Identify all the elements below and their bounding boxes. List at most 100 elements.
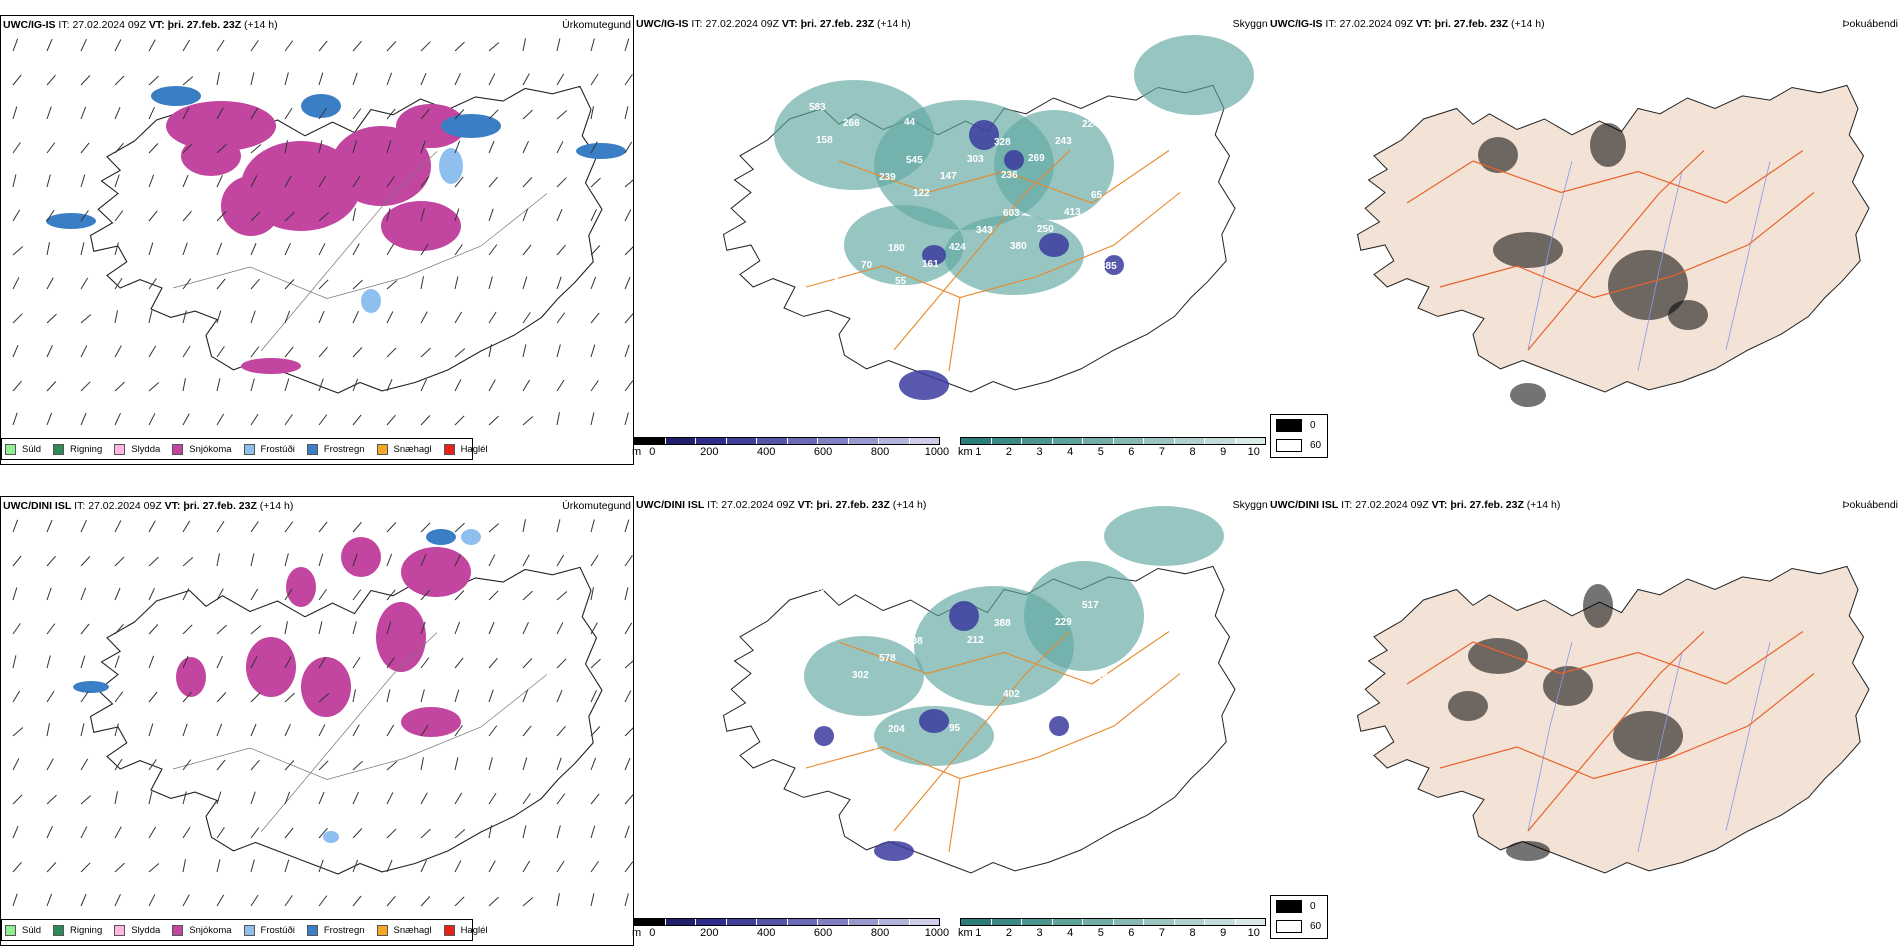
ceiling-value-label: 180 bbox=[888, 243, 905, 254]
wind-barb bbox=[114, 826, 122, 839]
wind-barb bbox=[590, 380, 599, 392]
fog-indicator-area-patch bbox=[1510, 383, 1546, 407]
freezing-rain-area-patch bbox=[46, 213, 96, 229]
wind-barb bbox=[250, 211, 261, 222]
wind-barb bbox=[216, 413, 225, 426]
low-visibility-area bbox=[804, 506, 1224, 766]
wind-barb bbox=[318, 656, 327, 669]
low-ceiling-area-patch bbox=[899, 370, 949, 400]
wind-barb bbox=[182, 826, 191, 839]
wind-barb bbox=[556, 591, 568, 601]
road-line bbox=[948, 297, 961, 372]
land-area bbox=[1356, 565, 1870, 874]
wind-barb bbox=[352, 347, 363, 358]
wind-barb bbox=[556, 110, 568, 120]
wind-barb bbox=[386, 689, 391, 703]
wind-barb bbox=[352, 521, 362, 533]
wind-barb bbox=[352, 760, 363, 771]
colorbar-tick: 1000 bbox=[924, 446, 950, 458]
legend-swatch bbox=[53, 443, 65, 455]
wind-barb bbox=[386, 208, 391, 222]
wind-barb bbox=[12, 587, 18, 601]
wind-barb bbox=[352, 828, 363, 839]
wind-barb bbox=[250, 692, 261, 703]
wind-barb bbox=[318, 760, 329, 771]
wind-barb bbox=[182, 76, 194, 86]
wind-barb bbox=[624, 209, 632, 222]
legend-swatch bbox=[114, 443, 126, 455]
road-line bbox=[1527, 631, 1705, 832]
wind-barb bbox=[624, 246, 633, 256]
wind-barb bbox=[454, 41, 465, 52]
wind-barb bbox=[454, 829, 466, 839]
wind-barb bbox=[624, 660, 633, 669]
fog-legend-row: 0 bbox=[1271, 896, 1327, 916]
colorbar-cell bbox=[1144, 919, 1175, 925]
legend-item: Frostúði bbox=[243, 443, 295, 455]
wind-barb bbox=[46, 106, 52, 120]
wind-barb bbox=[148, 210, 158, 222]
river-line bbox=[1637, 171, 1683, 372]
ceiling-value-label: 328 bbox=[994, 137, 1011, 148]
wind-barb bbox=[454, 725, 463, 737]
wind-barb bbox=[488, 42, 500, 52]
wind-barb bbox=[454, 244, 463, 256]
wind-barb bbox=[12, 277, 20, 290]
wind-barb bbox=[250, 859, 255, 873]
wind-barb bbox=[318, 175, 327, 188]
wind-barb bbox=[420, 140, 426, 154]
colorbar-cell bbox=[991, 919, 1022, 925]
wind-barb bbox=[522, 897, 534, 907]
wind-barb bbox=[12, 344, 19, 358]
fog-indicator-area-patch bbox=[1448, 691, 1488, 721]
wind-barb bbox=[216, 278, 226, 290]
wind-barb bbox=[318, 346, 328, 358]
wind-barb bbox=[624, 179, 633, 188]
wind-barb bbox=[488, 311, 497, 324]
wind-barb bbox=[352, 175, 361, 188]
ceiling-value-label: 30 bbox=[1107, 294, 1119, 305]
wind-barb bbox=[182, 107, 190, 120]
wind-barb bbox=[318, 108, 327, 120]
fog-indicator-area-patch bbox=[1608, 250, 1688, 320]
wind-barb bbox=[590, 726, 601, 737]
wind-barb bbox=[386, 589, 396, 601]
wind-barb bbox=[148, 759, 157, 771]
ceiling-value-label: 236 bbox=[1001, 170, 1018, 181]
colorbar-cell bbox=[1052, 438, 1083, 444]
wind-barb bbox=[148, 863, 160, 873]
roads bbox=[1406, 150, 1815, 351]
wind-barb bbox=[216, 692, 227, 703]
low-ceiling-area bbox=[814, 601, 1069, 861]
ceiling-map: 655 308 402 359 334 388 218 204 210 517 578 131 252 1… bbox=[722, 506, 1236, 874]
rivers bbox=[1527, 641, 1771, 853]
precip-map bbox=[12, 38, 633, 426]
wind-barb bbox=[46, 555, 56, 567]
wind-barb bbox=[454, 860, 462, 873]
colorbar-cell bbox=[961, 438, 992, 444]
low-visibility-area-patch bbox=[874, 706, 994, 766]
wind-barb bbox=[80, 381, 91, 392]
ceiling-value-label: 224 bbox=[1082, 119, 1099, 130]
snowfall-area-patch bbox=[176, 657, 206, 697]
wind-barb bbox=[250, 413, 259, 426]
wind-barb bbox=[420, 72, 427, 86]
low-visibility-area-patch bbox=[1134, 35, 1254, 115]
ceiling-value-label: 545 bbox=[906, 155, 923, 166]
colorbar-tick: 5 bbox=[1097, 927, 1104, 939]
freezing-drizzle-area-patch bbox=[461, 529, 481, 545]
colorbar-cell bbox=[787, 919, 818, 925]
colorbar-tick: 3 bbox=[1036, 446, 1043, 458]
wind-barb bbox=[454, 896, 465, 907]
wind-barb bbox=[12, 758, 20, 771]
wind-barb bbox=[556, 244, 566, 256]
wind-barb bbox=[284, 310, 291, 324]
fog-indicator-area bbox=[1448, 584, 1683, 861]
ceiling-value-label: 239 bbox=[879, 172, 896, 183]
wind-barb bbox=[522, 519, 526, 533]
fog-legend: 0 60 bbox=[1270, 895, 1328, 939]
low-visibility-area-patch bbox=[1024, 561, 1144, 671]
ceiling-value-label: 55 bbox=[895, 276, 907, 287]
panel-title: UWC/DINI ISL IT: 27.02.2024 09Z VT: þri.… bbox=[636, 499, 927, 511]
wind-barb bbox=[12, 555, 22, 567]
